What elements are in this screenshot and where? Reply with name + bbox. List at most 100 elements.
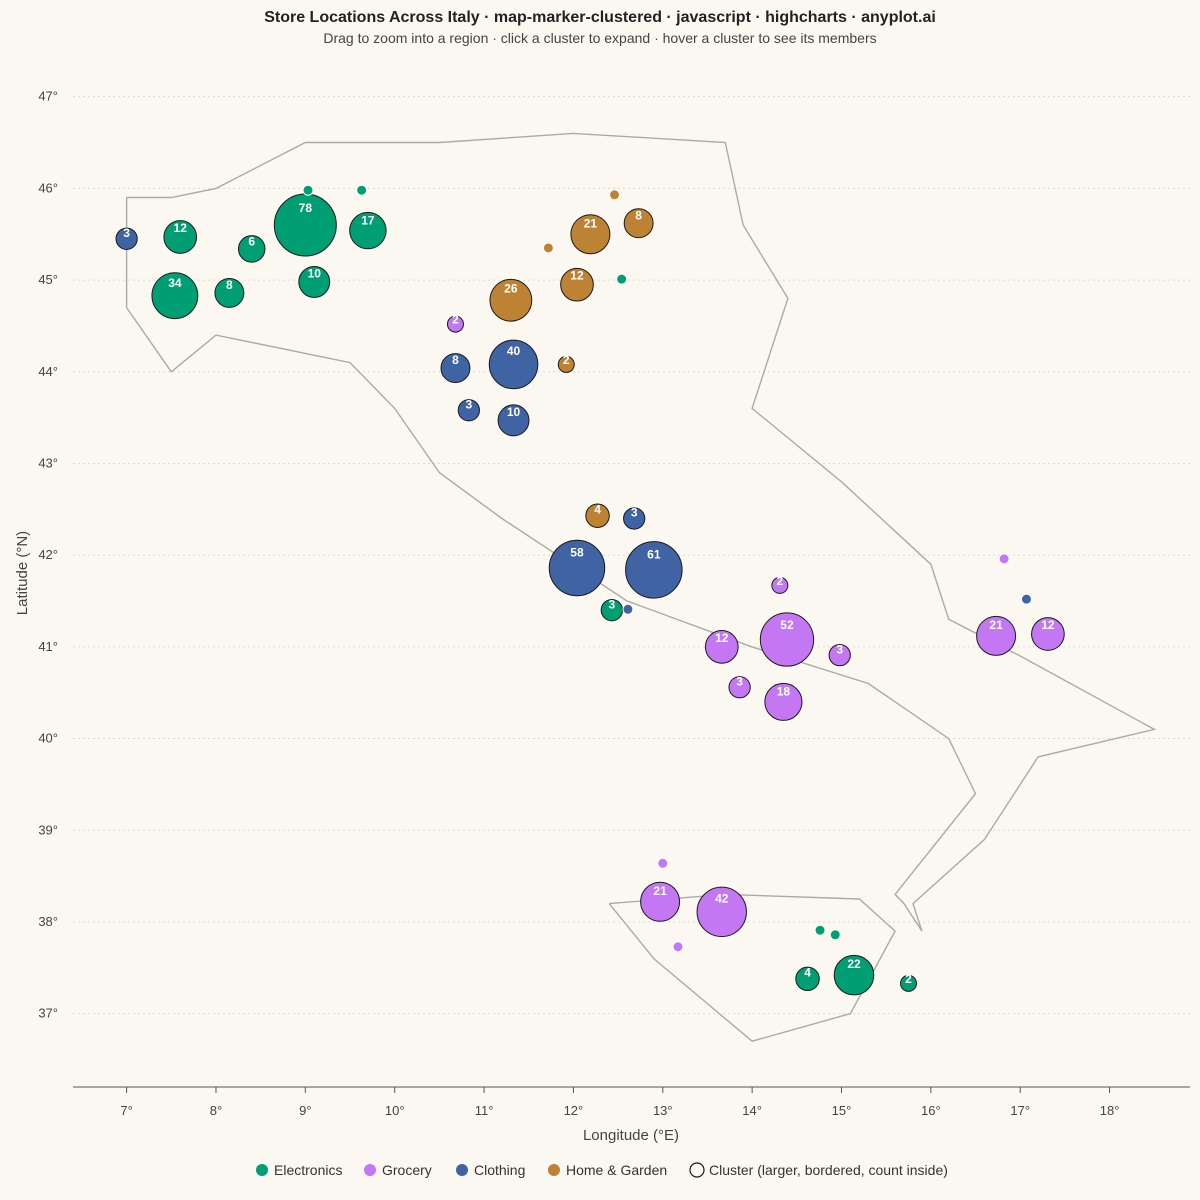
cluster-marker[interactable]: 21 <box>640 881 681 922</box>
cluster-count-label: 3 <box>736 674 743 688</box>
cluster-circle[interactable] <box>488 339 539 390</box>
store-point[interactable] <box>356 184 368 196</box>
store-point[interactable] <box>814 924 826 936</box>
cluster-marker[interactable]: 12 <box>704 630 739 664</box>
store-point[interactable] <box>616 273 628 285</box>
legend[interactable]: Electronics Grocery Clothing Home & Garden C… <box>256 1162 948 1178</box>
store-point[interactable] <box>657 857 669 869</box>
cluster-circle[interactable] <box>828 643 851 667</box>
cluster-marker[interactable]: 3 <box>623 506 646 530</box>
cluster-circle[interactable] <box>771 576 789 594</box>
cluster-circle[interactable] <box>623 208 654 239</box>
cluster-marker[interactable]: 12 <box>1031 617 1065 651</box>
legend-symbol <box>456 1164 468 1176</box>
cluster-circle[interactable] <box>151 272 199 320</box>
cluster-marker[interactable]: 12 <box>163 220 198 254</box>
y-tick-label: 37° <box>38 1006 58 1021</box>
cluster-circle[interactable] <box>1031 617 1065 651</box>
cluster-circle[interactable] <box>298 265 331 298</box>
cluster-marker[interactable]: 52 <box>759 612 815 667</box>
cluster-marker[interactable]: 22 <box>833 954 875 996</box>
cluster-marker[interactable]: 42 <box>696 886 747 938</box>
store-point[interactable] <box>1020 593 1032 605</box>
cluster-circle[interactable] <box>548 539 606 597</box>
store-point[interactable] <box>302 184 314 196</box>
legend-item-clothing[interactable]: Clothing <box>456 1162 525 1178</box>
store-point[interactable] <box>998 553 1010 565</box>
cluster-count-label: 8 <box>635 208 642 222</box>
cluster-marker[interactable]: 2 <box>446 313 464 333</box>
cluster-circle[interactable] <box>728 676 751 699</box>
cluster-circle[interactable] <box>489 278 533 322</box>
cluster-marker[interactable]: 8 <box>214 277 245 308</box>
cluster-circle[interactable] <box>440 353 471 384</box>
cluster-marker[interactable]: 3 <box>728 674 751 699</box>
cluster-circle[interactable] <box>696 886 747 938</box>
cluster-marker[interactable]: 17 <box>349 211 387 250</box>
cluster-marker[interactable]: 21 <box>570 214 611 255</box>
cluster-circle[interactable] <box>349 211 387 250</box>
cluster-marker[interactable]: 8 <box>623 208 654 239</box>
cluster-marker[interactable]: 10 <box>298 265 331 298</box>
cluster-circle[interactable] <box>446 315 464 333</box>
cluster-circle[interactable] <box>976 615 1017 656</box>
cluster-circle[interactable] <box>570 214 611 255</box>
cluster-circle[interactable] <box>557 355 575 373</box>
legend-item-cluster[interactable]: Cluster (larger, bordered, count inside) <box>689 1162 948 1178</box>
store-point[interactable] <box>829 929 841 941</box>
cluster-circle[interactable] <box>457 399 481 422</box>
cluster-marker[interactable]: 34 <box>151 272 199 320</box>
cluster-circle[interactable] <box>600 599 623 622</box>
cluster-circle[interactable] <box>115 227 138 250</box>
cluster-marker[interactable]: 58 <box>548 539 606 597</box>
cluster-marker[interactable]: 3 <box>115 226 138 250</box>
store-point[interactable] <box>609 189 621 201</box>
chart-subtitle: Drag to zoom into a region · click a clu… <box>323 30 876 46</box>
cluster-marker[interactable]: 6 <box>237 235 266 263</box>
legend-item-home[interactable]: Home & Garden <box>548 1162 667 1178</box>
cluster-marker[interactable]: 26 <box>489 278 533 322</box>
cluster-marker[interactable]: 61 <box>625 541 683 599</box>
cluster-marker[interactable]: 4 <box>585 502 610 528</box>
cluster-circle[interactable] <box>214 277 245 308</box>
cluster-marker[interactable]: 3 <box>600 597 623 622</box>
cluster-circle[interactable] <box>764 682 803 721</box>
cluster-circle[interactable] <box>759 612 815 667</box>
cluster-circle[interactable] <box>704 630 739 664</box>
cluster-marker[interactable]: 3 <box>457 397 481 422</box>
cluster-circle[interactable] <box>833 954 875 996</box>
cluster-circle[interactable] <box>163 220 198 254</box>
cluster-circle[interactable] <box>623 507 646 530</box>
cluster-circle[interactable] <box>237 235 266 263</box>
legend-item-grocery[interactable]: Grocery <box>364 1162 432 1178</box>
cluster-circle[interactable] <box>560 267 594 302</box>
cluster-marker[interactable]: 3 <box>828 642 851 667</box>
cluster-marker[interactable]: 12 <box>560 267 594 302</box>
cluster-circle[interactable] <box>795 966 820 992</box>
store-point[interactable] <box>542 242 554 254</box>
cluster-marker[interactable]: 21 <box>976 615 1017 656</box>
legend-symbol <box>548 1164 560 1176</box>
cluster-marker[interactable]: 8 <box>440 353 471 384</box>
cluster-marker[interactable]: 4 <box>795 965 820 992</box>
cluster-marker[interactable]: 10 <box>497 404 530 437</box>
y-tick-label: 47° <box>38 89 58 104</box>
cluster-circle[interactable] <box>625 541 683 599</box>
legend-item-electronics[interactable]: Electronics <box>256 1162 342 1178</box>
cluster-circle[interactable] <box>640 881 681 922</box>
store-point[interactable] <box>622 603 634 615</box>
store-point[interactable] <box>672 941 684 953</box>
cluster-circle[interactable] <box>585 503 610 528</box>
cluster-marker[interactable]: 78 <box>273 193 337 257</box>
cluster-marker[interactable]: 2 <box>557 353 575 373</box>
cluster-marker[interactable]: 2 <box>900 972 918 992</box>
cluster-count-label: 58 <box>570 546 584 560</box>
cluster-marker[interactable]: 18 <box>764 682 803 721</box>
cluster-marker[interactable]: 40 <box>488 339 539 390</box>
cluster-circle[interactable] <box>497 404 530 437</box>
x-tick-label: 10° <box>385 1103 405 1118</box>
cluster-marker[interactable]: 2 <box>771 574 789 594</box>
cluster-circle[interactable] <box>900 974 918 992</box>
